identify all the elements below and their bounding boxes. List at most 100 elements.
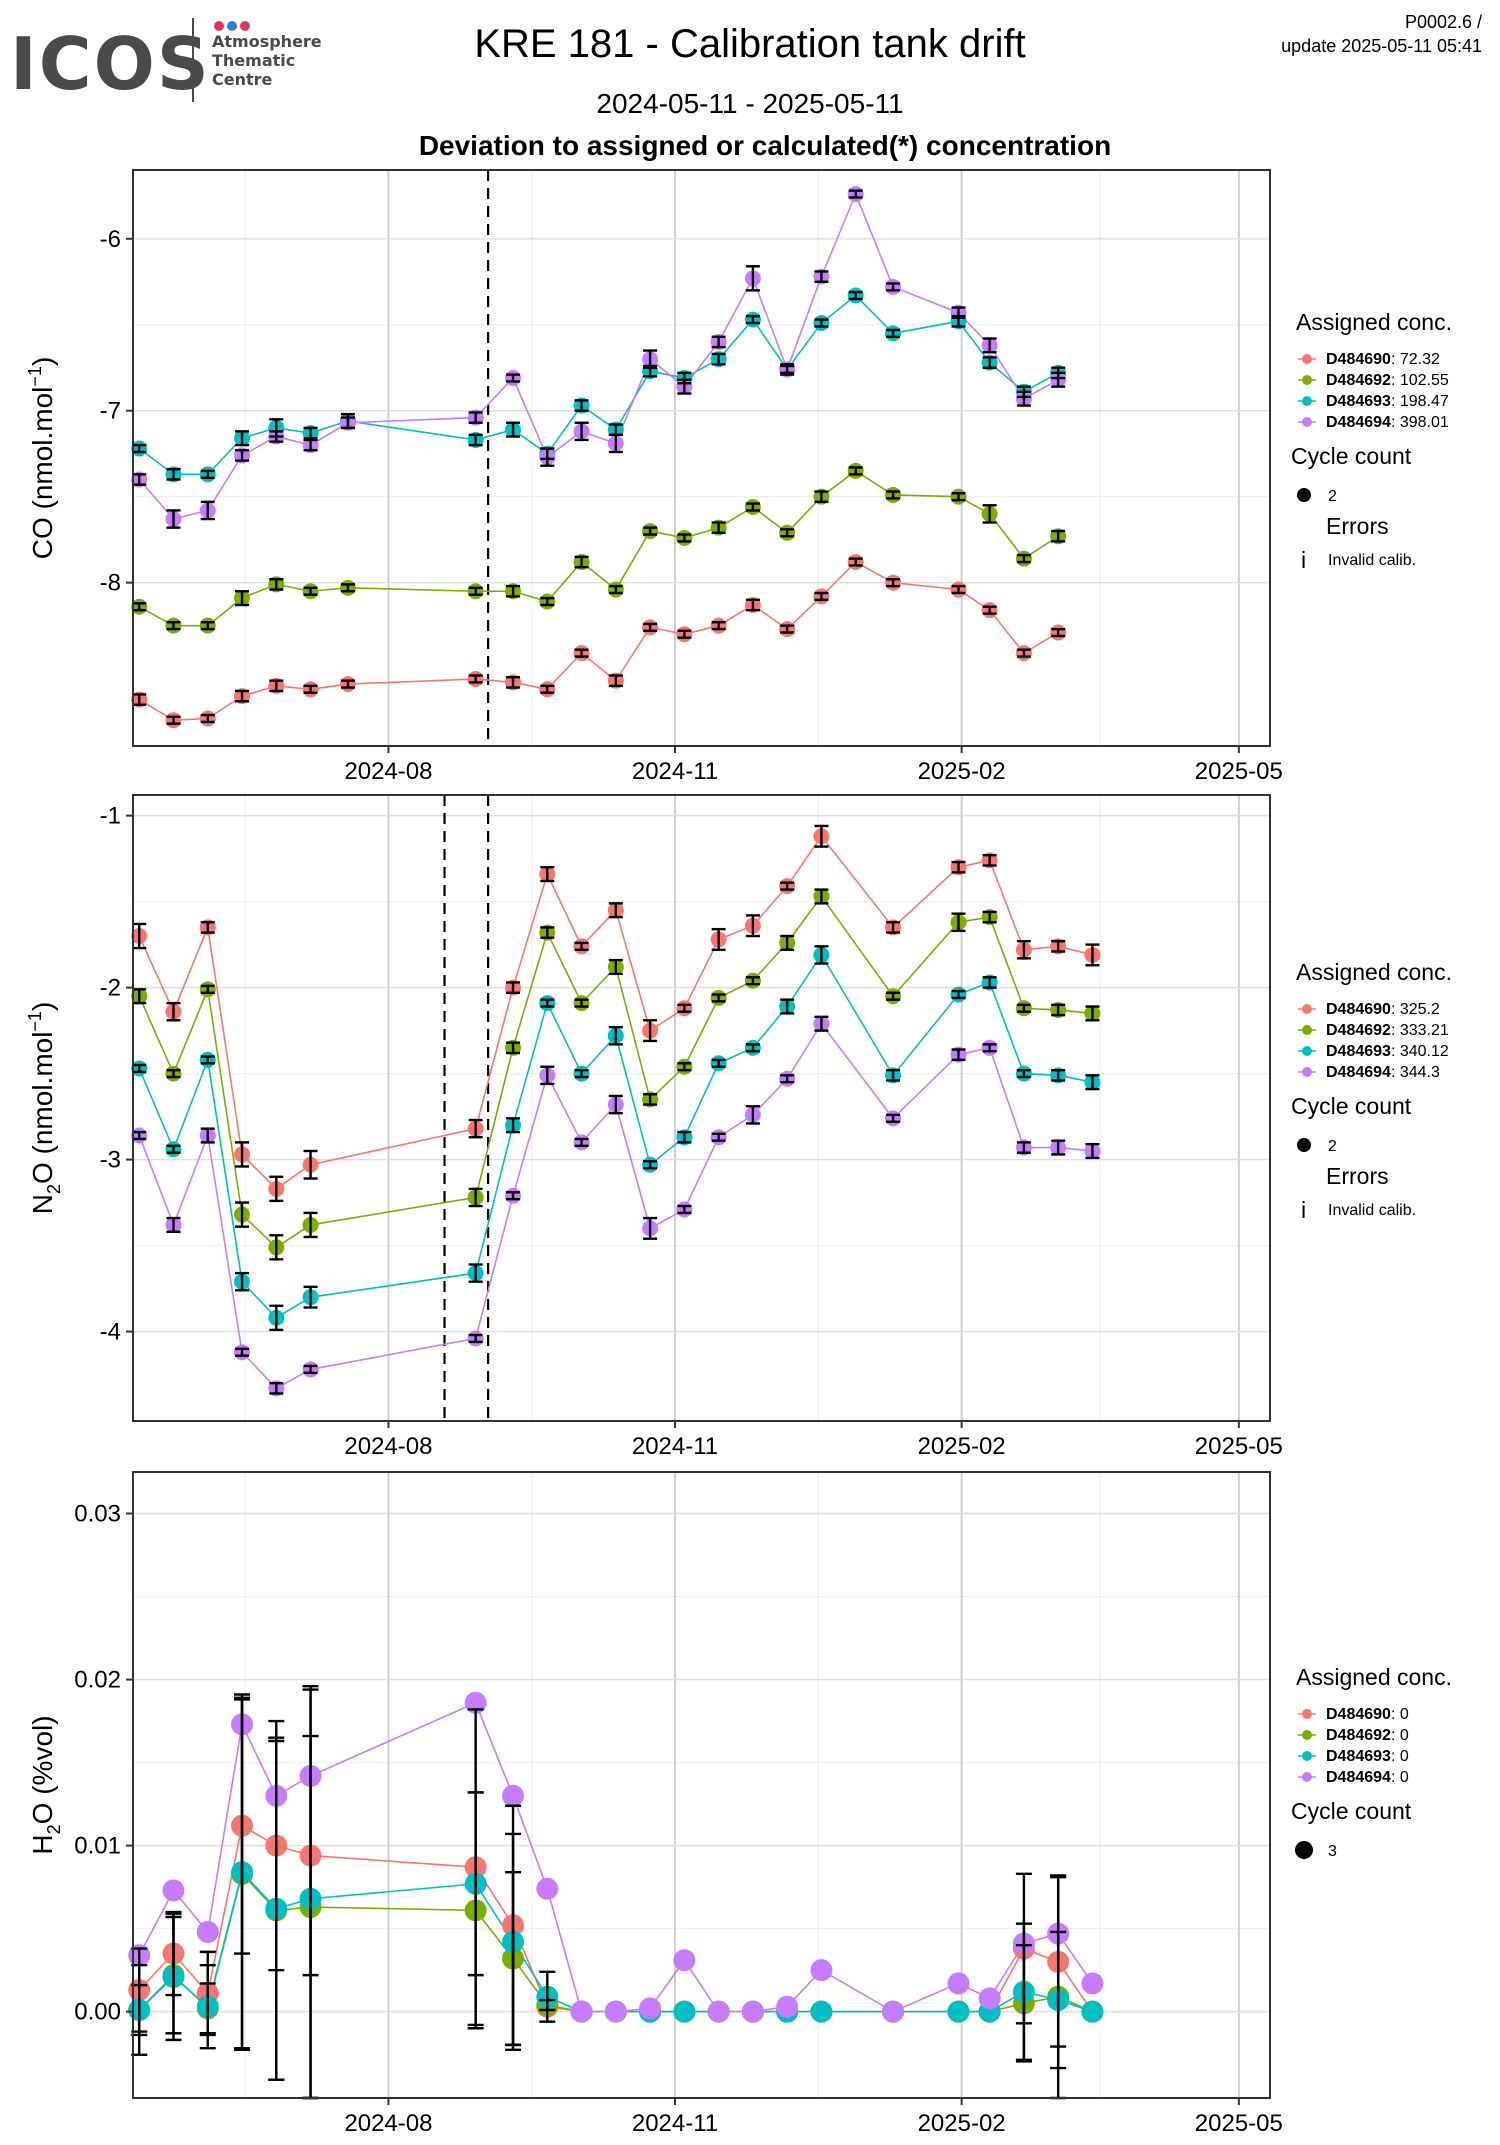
data-point (1081, 1972, 1104, 1995)
y-tick-label: -1 (100, 803, 121, 830)
legend-cycle-marker (1297, 1138, 1311, 1152)
version-info: P0002.6 / update 2025-05-11 05:41 (1281, 10, 1482, 58)
chart-panel-3: 0.00 0.01 0.02 0.03 2024-08 2024-11 2025-02 202… (27, 1471, 1452, 2137)
y-tick-label: 0.00 (74, 1999, 121, 2026)
legend-title: Assigned conc. (1296, 309, 1452, 335)
data-point (604, 2000, 627, 2023)
data-point (673, 2000, 696, 2023)
legend-marker (1302, 1004, 1312, 1014)
x-tick-label: 2025-02 (918, 2110, 1006, 2137)
legend-cycle-marker (1295, 1841, 1313, 1859)
y-tick-label: -6 (100, 226, 121, 253)
legend-cycle-value: 2 (1328, 488, 1337, 505)
legend-errors-symbol: i (1301, 1197, 1306, 1223)
data-point (673, 1949, 696, 1972)
data-point (1081, 2000, 1104, 2023)
plot-border (132, 169, 1271, 747)
legend-item-label: D484694: 344.3 (1326, 1064, 1440, 1081)
legend-cycle-value: 3 (1328, 1843, 1337, 1860)
legend-errors-label: Invalid calib. (1328, 1202, 1416, 1219)
data-point (570, 2000, 593, 2023)
legend-title: Assigned conc. (1296, 959, 1452, 985)
legend-item-label: D484694: 398.01 (1326, 414, 1449, 431)
legend-item-label: D484692: 333.21 (1326, 1022, 1449, 1039)
y-axis-label: CO (nmol.mol−1) (25, 357, 58, 560)
legend-item-label: D484693: 0 (1326, 1748, 1409, 1765)
legend-marker (1302, 396, 1312, 406)
data-point (741, 2000, 764, 2023)
x-tick-label: 2025-05 (1195, 1433, 1283, 1460)
legend-errors-title: Errors (1326, 1163, 1389, 1189)
version-code: P0002.6 / (1404, 12, 1482, 32)
legend-cycle-title: Cycle count (1291, 1093, 1412, 1119)
legend: Assigned conc. D484690: 72.32 D484692: 102… (1291, 309, 1452, 573)
x-tick-label: 2025-02 (918, 1433, 1006, 1460)
y-tick-label: -2 (100, 975, 121, 1002)
y-tick-label: 0.01 (74, 1833, 121, 1860)
logo-separator (192, 18, 194, 102)
legend-item-label: D484692: 0 (1326, 1727, 1409, 1744)
legend-marker (1302, 1772, 1312, 1782)
legend: Assigned conc. D484690: 325.2 D484692: 333… (1291, 959, 1452, 1223)
y-tick-label: -8 (100, 570, 121, 597)
legend-item-label: D484690: 0 (1326, 1706, 1409, 1723)
legend-title: Assigned conc. (1296, 1664, 1452, 1690)
y-tick-label: -4 (100, 1319, 121, 1346)
legend-marker (1302, 1709, 1312, 1719)
x-tick-label: 2025-02 (918, 758, 1006, 785)
data-point (707, 2000, 730, 2023)
data-point (196, 1920, 219, 1943)
icos-logo: ICOS Atmosphere Thematic Centre (10, 12, 330, 106)
update-timestamp: update 2025-05-11 05:41 (1281, 36, 1482, 56)
legend-item-label: D484690: 72.32 (1326, 351, 1440, 368)
x-tick-label: 2024-11 (632, 2110, 718, 2137)
legend-marker (1302, 1067, 1312, 1077)
x-tick-label: 2024-11 (632, 758, 718, 785)
legend-item-label: D484694: 0 (1326, 1769, 1409, 1786)
legend-errors-title: Errors (1326, 513, 1389, 539)
legend-marker (1302, 1046, 1312, 1056)
data-point (639, 1997, 662, 2020)
legend-marker (1302, 354, 1312, 364)
data-point (536, 1877, 559, 1900)
logo-wordmark: ICOS (10, 22, 211, 106)
plot-background (133, 795, 1270, 1421)
logo-subtitle: Atmosphere Thematic Centre (212, 32, 322, 89)
x-tick-label: 2025-05 (1195, 758, 1283, 785)
legend: Assigned conc. D484690: 0 D484692: 0 D48469… (1291, 1664, 1452, 1860)
chart-panel-1: -8 -7 -6 2024-08 2024-11 2025-02 2025-05 CO (nm… (25, 169, 1452, 785)
legend-item-label: D484690: 325.2 (1326, 1001, 1440, 1018)
legend-marker (1302, 417, 1312, 427)
plot-border (132, 1471, 1271, 2099)
chart-panel-2: -4 -3 -2 -1 2024-08 2024-11 2025-02 2025-05 N2O … (25, 794, 1452, 1460)
data-point (502, 1784, 525, 1807)
data-point (947, 2000, 970, 2023)
plot-border (132, 794, 1271, 1422)
logo-dots-icon (214, 18, 253, 36)
y-tick-label: -3 (100, 1147, 121, 1174)
x-tick-label: 2024-08 (344, 758, 432, 785)
legend-marker (1302, 375, 1312, 385)
legend-cycle-title: Cycle count (1291, 1798, 1412, 1824)
legend-item-label: D484692: 102.55 (1326, 372, 1449, 389)
legend-errors-label: Invalid calib. (1328, 552, 1416, 569)
chart-subtitle: Deviation to assigned or calculated(*) c… (418, 130, 1112, 161)
legend-cycle-marker (1297, 488, 1311, 502)
y-tick-label: 0.03 (74, 1501, 121, 1528)
legend-marker (1302, 1751, 1312, 1761)
x-tick-label: 2024-08 (344, 2110, 432, 2137)
data-point (776, 1995, 799, 2018)
legend-cycle-title: Cycle count (1291, 443, 1412, 469)
legend-item-label: D484693: 340.12 (1326, 1043, 1449, 1060)
data-point (810, 2000, 833, 2023)
data-point (882, 2000, 905, 2023)
legend-errors-symbol: i (1301, 547, 1306, 573)
x-tick-label: 2024-08 (344, 1433, 432, 1460)
plot-background (133, 170, 1270, 746)
data-point (810, 1959, 833, 1982)
legend-marker (1302, 1730, 1312, 1740)
y-tick-label: 0.02 (74, 1667, 121, 1694)
y-axis-label: N2O (nmol.mol−1) (25, 1002, 64, 1215)
legend-cycle-value: 2 (1328, 1138, 1337, 1155)
